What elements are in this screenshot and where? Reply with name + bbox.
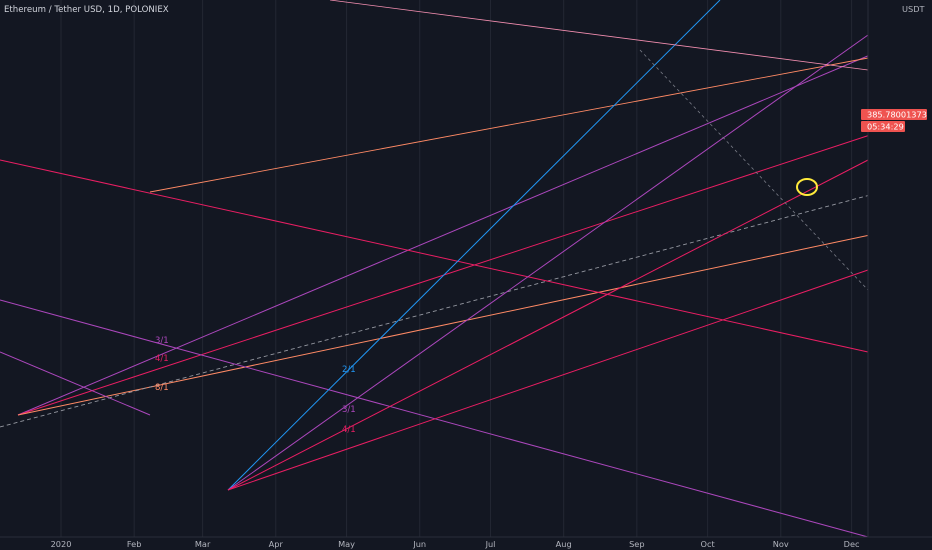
fan-ratio-label: 8/1 [155,383,169,393]
current-price-value: 385.78001373 [867,110,927,120]
time-tick-label: Jun [412,539,426,549]
trend-line[interactable] [17,234,871,416]
trend-line[interactable] [149,57,869,193]
highlight-ellipse[interactable] [796,178,818,196]
time-tick-label: Aug [556,539,572,549]
trend-line[interactable] [227,159,869,491]
trend-line[interactable] [0,299,869,538]
current-price-tag: 385.78001373 [861,109,927,120]
trend-line[interactable] [17,54,871,416]
fan-ratio-label: 2/1 [342,365,356,375]
time-tick-label: Oct [701,539,716,549]
countdown-value: 05:34:29 [867,122,904,132]
time-tick-label: 2020 [51,539,72,549]
trend-line[interactable] [639,49,869,291]
time-tick-label: Dec [844,539,860,549]
fan-ratio-label: 3/1 [342,405,356,415]
grid-lines [60,0,853,537]
time-tick-label: Jul [485,539,496,549]
fan-ratio-label: 4/1 [155,354,169,364]
fan-ratio-label: 4/1 [342,425,356,435]
currency-label: USDT [902,4,925,14]
time-tick-label: Mar [195,539,211,549]
drawn-trend-lines[interactable] [0,0,871,538]
symbol-title: Ethereum / Tether USD, 1D, POLONIEX [4,5,169,15]
trend-line[interactable] [227,0,721,491]
trend-line[interactable] [227,34,869,491]
trend-line[interactable] [329,0,869,71]
time-tick-label: Nov [773,539,789,549]
time-tick-label: Apr [269,539,284,549]
countdown-tag: 05:34:29 [861,121,905,132]
fan-ratio-labels: 3/1 4/1 8/1 2/1 3/1 4/1 [155,336,356,435]
time-tick-label: Feb [127,539,142,549]
trend-line[interactable] [227,269,869,491]
time-tick-label: Sep [629,539,644,549]
time-tick-label: May [338,539,355,549]
trend-line[interactable] [0,351,151,416]
fan-ratio-label: 3/1 [155,336,169,346]
price-axis[interactable]: 600.00000000560.00000000520.00000000480.… [867,0,932,550]
time-axis[interactable]: 2020 Feb Mar Apr May Jun Jul Aug Sep Oct Nov Dec [0,536,932,549]
